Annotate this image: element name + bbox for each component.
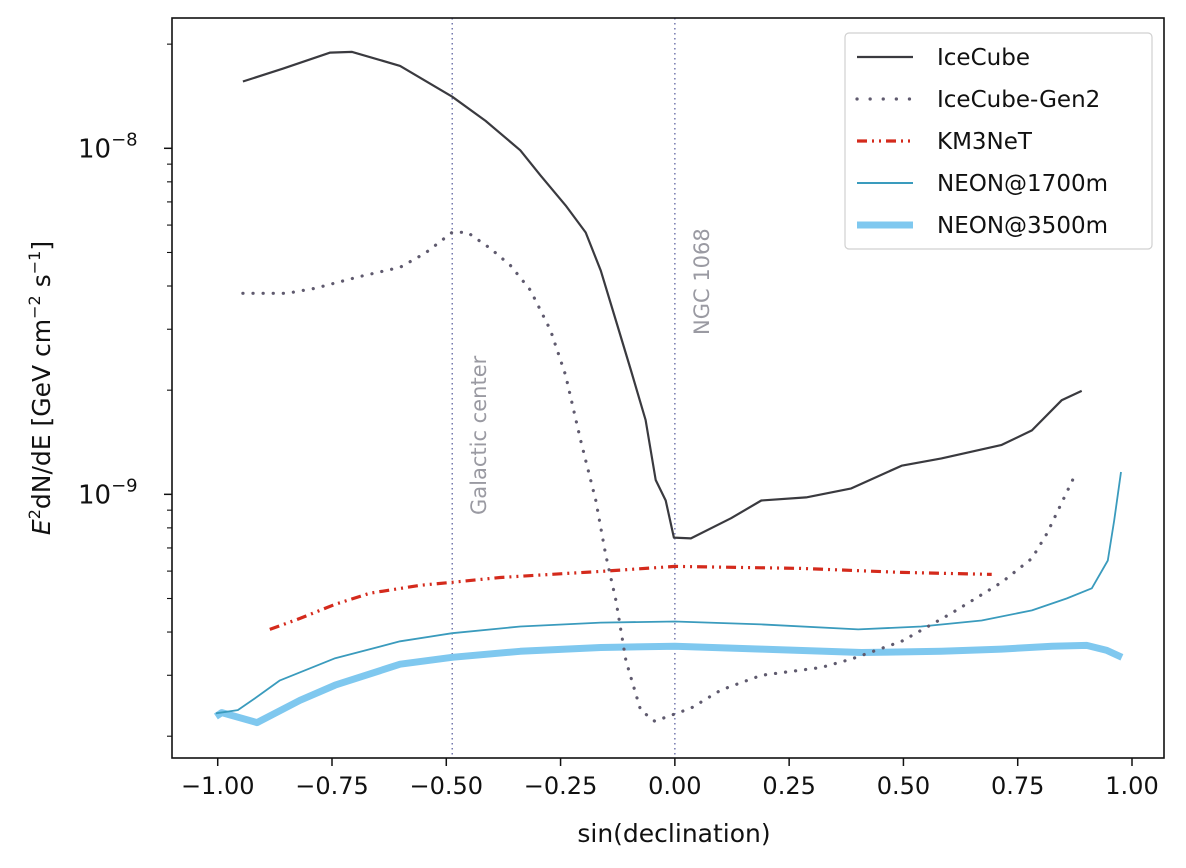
y-axis-ticks: 10−810−9 <box>78 43 172 737</box>
y-axis-label: E2dN/dE [GeV cm−2 s−1] <box>25 241 56 535</box>
x-tick-label: −0.50 <box>410 772 484 800</box>
series-line-icecube-gen2 <box>241 230 1076 723</box>
y-tick-exp: −8 <box>111 129 138 150</box>
series-line-km3net <box>269 564 992 631</box>
x-tick-label: −0.75 <box>295 772 369 800</box>
legend-label: IceCube <box>937 45 1030 71</box>
x-axis-label: sin(declination) <box>577 819 770 848</box>
annotation-label: Galactic center <box>467 355 491 515</box>
y-label-mid: dN/dE [GeV cm <box>27 319 56 509</box>
legend-label: NEON@1700m <box>937 171 1108 197</box>
y-tick-base: 10 <box>78 480 111 510</box>
axes-frame <box>171 17 1165 759</box>
x-tick-label: 1.00 <box>1105 772 1158 800</box>
series-line-icecube <box>242 50 1083 540</box>
x-tick-label: 0.25 <box>762 772 815 800</box>
y-label-base: E <box>27 519 56 535</box>
y-label-sup3: −1 <box>25 251 44 275</box>
x-tick-label: 0.50 <box>877 772 930 800</box>
y-tick-label: 10−8 <box>78 129 138 164</box>
y-label-mid2: s <box>27 274 56 295</box>
legend-label: IceCube-Gen2 <box>937 87 1100 113</box>
x-tick-label: −0.25 <box>524 772 598 800</box>
y-tick-exp: −9 <box>111 475 138 496</box>
legend: IceCube IceCube-Gen2 KM3NeT NEON@1700m NEON@… <box>844 32 1153 250</box>
series-layer <box>213 50 1124 727</box>
series-line-neon-1700m <box>215 471 1122 715</box>
y-tick-label: 10−9 <box>78 475 138 510</box>
y-label-end: ] <box>27 241 56 251</box>
x-tick-label: −1.00 <box>181 772 255 800</box>
y-label-sup1: 2 <box>25 509 44 519</box>
legend-box <box>844 32 1153 250</box>
legend-label: NEON@3500m <box>937 213 1108 239</box>
y-label-sup2: −2 <box>25 295 44 319</box>
x-tick-label: 0.75 <box>991 772 1044 800</box>
x-axis-ticks: −1.00 −0.75 −0.50 −0.25 0.00 0.25 0.50 0.75 1.00 <box>181 758 1159 800</box>
y-tick-base: 10 <box>78 134 111 164</box>
series-line-neon-3500m <box>213 641 1124 727</box>
x-tick-label: 0.00 <box>648 772 701 800</box>
annotations-layer: Galactic center NGC 1068 <box>451 18 714 758</box>
legend-label: KM3NeT <box>937 129 1033 155</box>
annotation-label: NGC 1068 <box>690 228 714 335</box>
